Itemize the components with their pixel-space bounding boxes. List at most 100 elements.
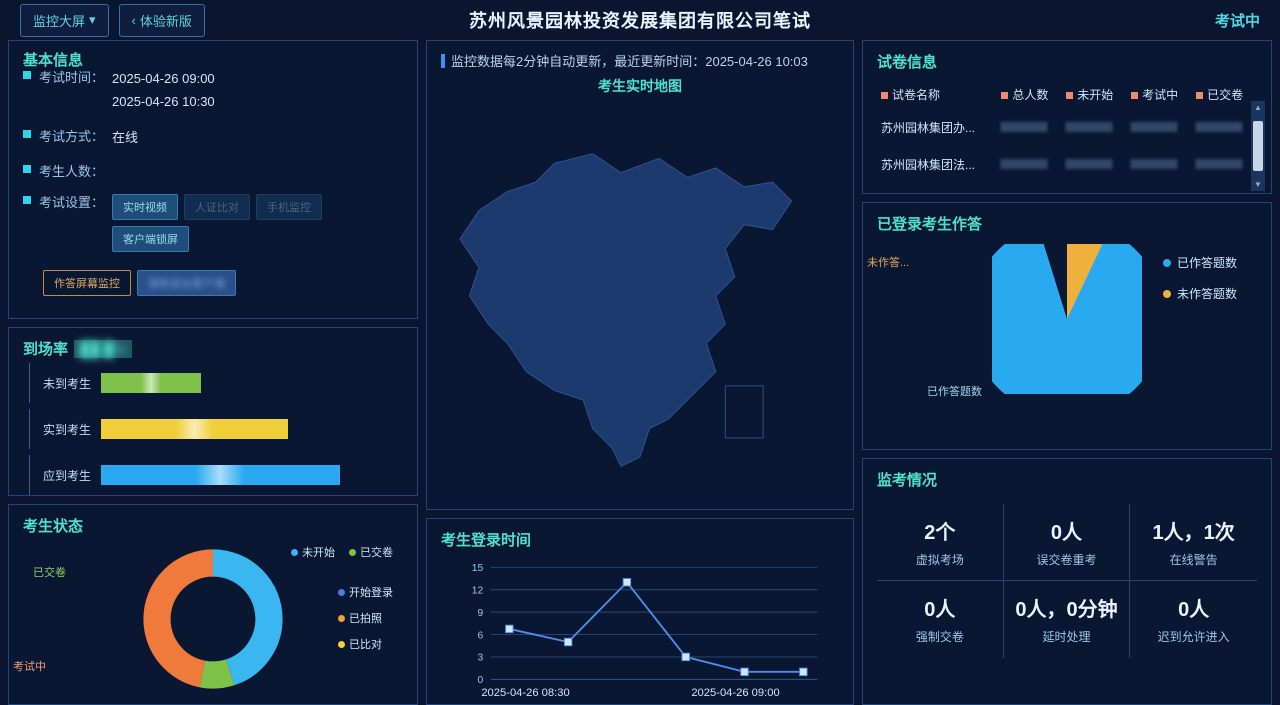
attendance-bar-chart: 未到考生 实到考生 应到考生 bbox=[23, 373, 403, 485]
exam-time-row: 考试时间： 2025-04-26 09:00 2025-04-26 10:30 bbox=[23, 67, 403, 114]
bar-fill-2 bbox=[101, 465, 340, 485]
paper-name-1: 苏州园林集团法... bbox=[877, 146, 997, 183]
bar-label-2: 应到考生 bbox=[29, 467, 91, 484]
experience-new-version-button[interactable]: ‹ 体验新版 bbox=[119, 4, 205, 37]
dashboard-dropdown-label: 监控大屏 bbox=[33, 11, 85, 30]
svg-text:3: 3 bbox=[477, 653, 483, 664]
attendance-title-row: 到场率 ██.█% bbox=[23, 338, 403, 359]
exam-setting-row: 考试设置： 实时视频 人证比对 手机监控 客户端锁屏 作答屏幕监控 强制退出客户… bbox=[23, 192, 403, 296]
force-exit-client-button[interactable]: 强制退出客户端 bbox=[137, 270, 236, 296]
exam-setting-label: 考试设置： bbox=[39, 192, 104, 252]
china-map-area bbox=[441, 102, 839, 499]
paper-info-panel: 试卷信息 试卷名称 总人数 未开始 考试中 已交卷 苏州园林集团办... bbox=[862, 40, 1272, 194]
monitor-cell-1: 0人 误交卷重考 bbox=[1004, 504, 1131, 581]
candidate-status-panel: 考生状态 未开始 已交卷 开始登录 已拍照 已比对 已交卷 bbox=[8, 504, 418, 705]
svg-text:9: 9 bbox=[477, 608, 483, 619]
svg-text:15: 15 bbox=[472, 563, 484, 574]
monitor-cell-5: 0人 迟到允许进入 bbox=[1130, 581, 1257, 658]
client-lock-button[interactable]: 客户端锁屏 bbox=[112, 226, 189, 252]
answer-pie-wrap: 已作答题数 未作答题数 未作答... 已作答题数 bbox=[877, 244, 1257, 394]
bar-row-1: 实到考生 bbox=[29, 419, 403, 439]
dashboard-grid: 基本信息 考试时间： 2025-04-26 09:00 2025-04-26 1… bbox=[0, 40, 1280, 597]
table-scrollbar[interactable]: ▲ ▼ bbox=[1251, 101, 1265, 191]
x-axis-labels: 2025-04-26 08:30 2025-04-26 09:00 bbox=[481, 687, 779, 698]
monitor-cell-2: 1人，1次 在线警告 bbox=[1130, 504, 1257, 581]
exam-status-badge: 考试中 bbox=[1215, 10, 1260, 31]
svg-text:12: 12 bbox=[472, 586, 484, 597]
table-row[interactable]: 苏州园林集团办... bbox=[877, 109, 1257, 146]
exam-setting-buttons-row2: 作答屏幕监控 强制退出客户端 bbox=[43, 270, 236, 296]
login-time-chart-panel: 考生登录时间 15 12 9 6 3 0 bbox=[426, 518, 854, 705]
svg-text:2025-04-26 09:00: 2025-04-26 09:00 bbox=[691, 687, 779, 698]
y-axis-labels: 15 12 9 6 3 0 bbox=[472, 563, 484, 686]
bar-label-0: 未到考生 bbox=[29, 375, 91, 392]
chevron-down-icon: ▾ bbox=[89, 12, 96, 28]
exam-mode-label: 考试方式： bbox=[39, 126, 104, 145]
scrollbar-thumb[interactable] bbox=[1253, 121, 1263, 171]
page-title: 苏州风景园林投资发展集团有限公司笔试 bbox=[469, 7, 811, 33]
exam-mode-row: 考试方式： 在线 bbox=[23, 126, 403, 149]
login-time-line bbox=[509, 582, 803, 672]
bar-row-2: 应到考生 bbox=[29, 465, 403, 485]
candidate-status-donut-wrap: 未开始 已交卷 开始登录 已拍照 已比对 已交卷 考试中 bbox=[23, 544, 403, 694]
scrollbar-up-arrow[interactable]: ▲ bbox=[1254, 103, 1262, 112]
answer-pie-title: 已登录考生作答 bbox=[877, 213, 1257, 234]
exam-time-start: 2025-04-26 09:00 bbox=[112, 67, 215, 90]
middle-column: 监控数据每2分钟自动更新，最近更新时间：2025-04-26 10:03 考生实… bbox=[426, 40, 854, 705]
attendance-percent: ██.█% bbox=[74, 340, 132, 358]
update-note-text: 监控数据每2分钟自动更新，最近更新时间：2025-04-26 10:03 bbox=[451, 51, 808, 70]
svg-text:2025-04-26 08:30: 2025-04-26 08:30 bbox=[481, 687, 569, 698]
candidate-count-label: 考生人数： bbox=[39, 161, 104, 180]
monitor-cell-3: 0人 强制交卷 bbox=[877, 581, 1004, 658]
svg-text:0: 0 bbox=[477, 675, 483, 686]
realtime-video-button[interactable]: 实时视频 bbox=[112, 194, 178, 220]
header-bar: 监控大屏 ▾ ‹ 体验新版 苏州风景园林投资发展集团有限公司笔试 考试中 bbox=[0, 0, 1280, 40]
candidate-status-legend-side: 开始登录 已拍照 已比对 bbox=[338, 584, 393, 652]
answer-pie-chart bbox=[992, 244, 1142, 394]
exam-setting-buttons-row1: 实时视频 人证比对 手机监控 客户端锁屏 bbox=[112, 194, 403, 252]
monitor-status-panel: 监考情况 2个 虚拟考场 0人 误交卷重考 1人，1次 在线警告 0人 强制交卷 bbox=[862, 458, 1272, 705]
callout-in-progress: 考试中 bbox=[13, 658, 46, 674]
map-sub-title: 考生实时地图 bbox=[441, 76, 839, 96]
exam-time-end: 2025-04-26 10:30 bbox=[112, 90, 215, 113]
china-map-svg bbox=[441, 102, 839, 499]
bar-fill-1 bbox=[101, 419, 288, 439]
map-panel: 监控数据每2分钟自动更新，最近更新时间：2025-04-26 10:03 考生实… bbox=[426, 40, 854, 510]
experience-new-version-label: 体验新版 bbox=[140, 11, 192, 30]
chart-gridlines bbox=[491, 568, 818, 680]
update-note-row: 监控数据每2分钟自动更新，最近更新时间：2025-04-26 10:03 bbox=[441, 51, 839, 70]
paper-info-title: 试卷信息 bbox=[877, 51, 1257, 72]
candidate-count-row: 考生人数： bbox=[23, 161, 403, 180]
paper-name-0: 苏州园林集团办... bbox=[877, 109, 997, 146]
answer-pie-legend: 已作答题数 未作答题数 bbox=[1163, 254, 1237, 302]
candidate-status-donut-chart bbox=[133, 539, 293, 699]
candidate-status-legend-top: 未开始 已交卷 bbox=[291, 544, 393, 560]
login-time-points bbox=[506, 579, 807, 676]
scrollbar-down-arrow[interactable]: ▼ bbox=[1254, 180, 1262, 189]
callout-answered: 已作答题数 bbox=[927, 383, 982, 399]
callout-unanswered: 未作答... bbox=[867, 254, 909, 270]
bar-label-1: 实到考生 bbox=[29, 421, 91, 438]
basic-info-title: 基本信息 bbox=[23, 49, 83, 70]
bar-row-0: 未到考生 bbox=[29, 373, 403, 393]
phone-monitor-button[interactable]: 手机监控 bbox=[256, 194, 322, 220]
left-column: 基本信息 考试时间： 2025-04-26 09:00 2025-04-26 1… bbox=[8, 40, 418, 705]
callout-submitted: 已交卷 bbox=[33, 564, 66, 580]
face-verify-button[interactable]: 人证比对 bbox=[184, 194, 250, 220]
table-row[interactable]: 苏州园林集团法... bbox=[877, 146, 1257, 183]
attendance-title: 到场率 bbox=[23, 338, 68, 359]
dashboard-dropdown[interactable]: 监控大屏 ▾ bbox=[20, 4, 109, 37]
svg-text:6: 6 bbox=[477, 630, 483, 641]
candidate-status-title: 考生状态 bbox=[23, 515, 403, 536]
monitor-status-title: 监考情况 bbox=[877, 469, 1257, 490]
answer-pie-panel: 已登录考生作答 已作答题数 未作答题数 未作答... 已作答题数 bbox=[862, 202, 1272, 450]
paper-info-table: 试卷名称 总人数 未开始 考试中 已交卷 苏州园林集团办... bbox=[877, 80, 1257, 183]
bar-fill-0 bbox=[101, 373, 201, 393]
login-time-chart-svg: 15 12 9 6 3 0 2025-04-26 08:3 bbox=[441, 558, 839, 698]
answer-screen-monitor-button[interactable]: 作答屏幕监控 bbox=[43, 270, 131, 296]
right-column: 试卷信息 试卷名称 总人数 未开始 考试中 已交卷 苏州园林集团办... bbox=[862, 40, 1272, 705]
basic-info-panel: 基本信息 考试时间： 2025-04-26 09:00 2025-04-26 1… bbox=[8, 40, 418, 319]
login-time-chart-title: 考生登录时间 bbox=[441, 529, 839, 550]
chevron-left-icon: ‹ bbox=[132, 13, 136, 28]
monitor-status-grid: 2个 虚拟考场 0人 误交卷重考 1人，1次 在线警告 0人 强制交卷 0人，0… bbox=[877, 504, 1257, 658]
